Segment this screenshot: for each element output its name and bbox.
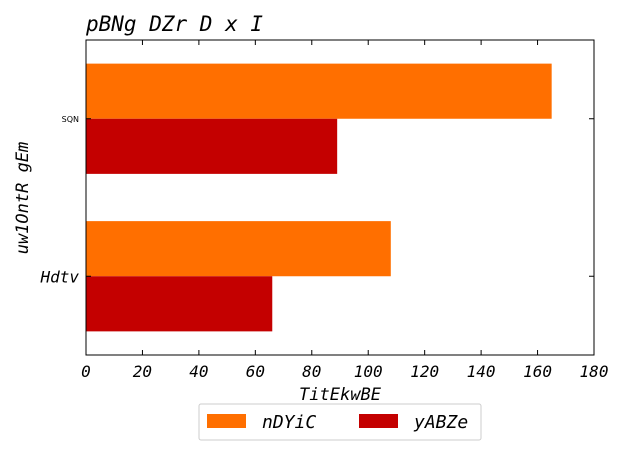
legend: nDYiC yABZe <box>198 403 482 441</box>
x-tick-label: 20 <box>133 362 152 381</box>
x-tick-label: 160 <box>523 362 552 381</box>
y-tick-label: SQN <box>62 115 79 124</box>
legend-swatch-nDYiC <box>207 414 246 428</box>
chart-title: pBNg DZr D x I <box>85 12 263 36</box>
plot-frame <box>85 39 595 356</box>
y-axis-label: uw1OntR gEm <box>13 142 33 255</box>
legend-swatch-yABZe <box>359 414 398 428</box>
x-ticks-group: 0 20 40 60 80 100 120 140 160 180 <box>81 40 608 381</box>
y-ticks-group: Hdtv SQN <box>39 115 594 286</box>
y-tick-label: Hdtv <box>39 267 79 286</box>
bars-group <box>86 63 552 332</box>
legend-frame <box>198 403 482 441</box>
x-tick-label: 60 <box>246 362 265 381</box>
x-tick-label: 0 <box>81 362 91 381</box>
x-tick-label: 120 <box>410 362 439 381</box>
legend-label-yABZe: yABZe <box>413 412 468 433</box>
x-tick-label: 180 <box>580 362 609 381</box>
x-tick-label: 100 <box>354 362 383 381</box>
bar-nDYiC-Hdtv <box>86 221 391 277</box>
bar-yABZe-Hdtv <box>86 276 273 332</box>
bar-yABZe-SQN <box>86 118 338 174</box>
x-tick-label: 140 <box>467 362 496 381</box>
x-tick-label: 40 <box>189 362 208 381</box>
bar-nDYiC-SQN <box>86 63 552 119</box>
legend-label-nDYiC: nDYiC <box>262 412 316 433</box>
x-axis-label: TitEkwBE <box>299 385 382 405</box>
x-tick-label: 80 <box>302 362 321 381</box>
